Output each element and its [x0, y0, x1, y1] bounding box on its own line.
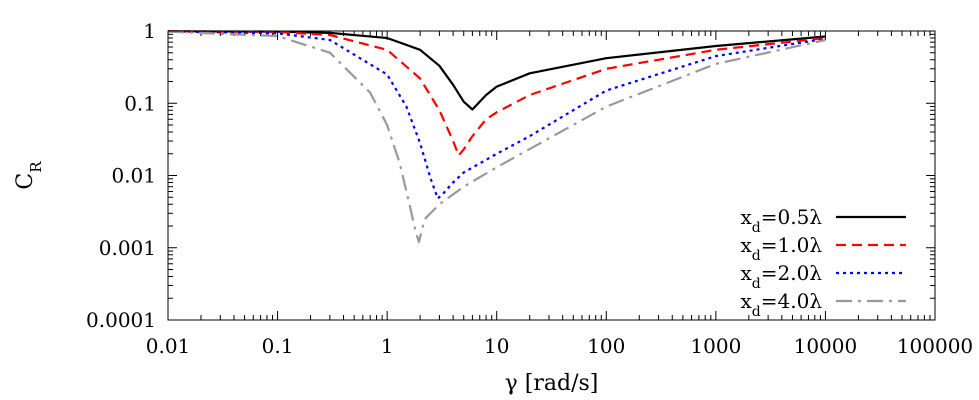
- y-axis-label: CR: [13, 161, 45, 190]
- tick-marks: [167, 30, 936, 321]
- series-line: [167, 30, 826, 244]
- legend-label: xd=2.0λ: [741, 261, 823, 292]
- x-tick-label: 1000: [690, 334, 741, 358]
- y-tick-label: 1: [143, 19, 156, 43]
- legend-label: xd=4.0λ: [741, 289, 823, 320]
- plot-frame: [167, 30, 936, 321]
- series-line: [167, 30, 826, 111]
- x-tick-label: 0.01: [146, 334, 191, 358]
- x-tick-label: 100: [587, 334, 625, 358]
- tick-labels: 0.01 0.1 1 10 100 1000 10000 100000 0.0001 0.001 0…: [86, 19, 973, 358]
- legend-label: xd=0.5λ: [741, 205, 823, 236]
- y-tick-label: 0.0001: [86, 308, 156, 332]
- y-tick-label: 0.01: [111, 164, 156, 188]
- x-tick-label: 1: [381, 334, 394, 358]
- legend-label: xd=1.0λ: [741, 233, 823, 264]
- x-tick-label: 0.1: [262, 334, 294, 358]
- x-tick-label: 100000: [897, 334, 973, 358]
- x-tick-label: 10: [484, 334, 509, 358]
- x-axis-label: γ [rad/s]: [505, 371, 599, 396]
- series-lines: [167, 30, 826, 244]
- series-line: [167, 30, 826, 200]
- y-tick-label: 0.001: [99, 236, 156, 260]
- y-tick-label: 0.1: [124, 91, 156, 115]
- series-line: [167, 30, 826, 157]
- x-tick-label: 10000: [794, 334, 858, 358]
